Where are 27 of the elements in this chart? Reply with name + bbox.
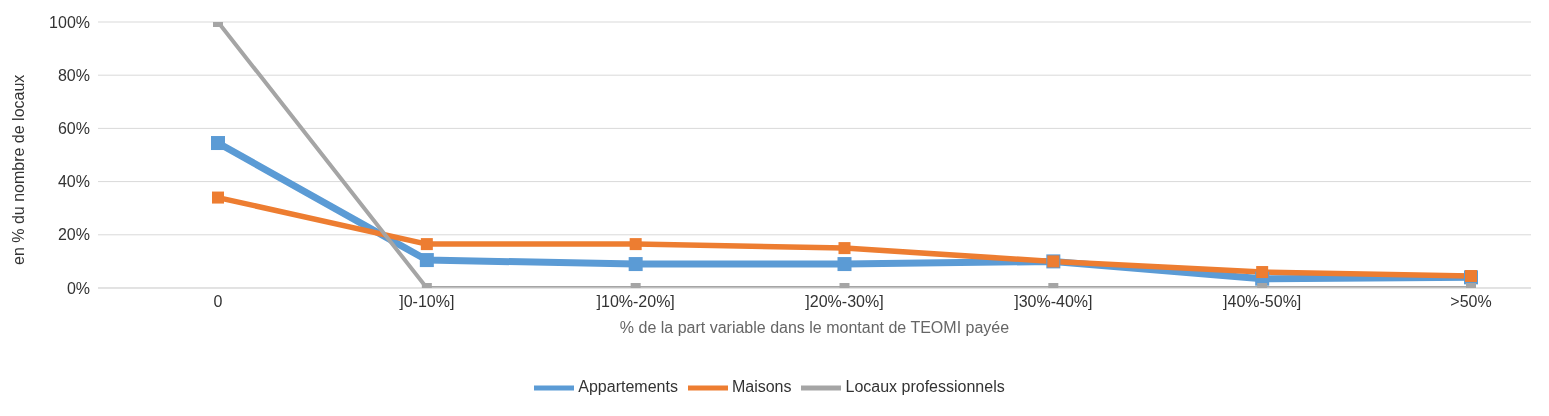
x-tick-label: ]0-10%] — [399, 293, 455, 311]
point — [838, 242, 851, 255]
point — [837, 257, 852, 272]
y-tick-label: 0% — [66, 279, 90, 297]
x-tick-label: ]10%-20%] — [596, 293, 675, 311]
point — [628, 257, 643, 272]
legend-label: Appartements — [578, 378, 678, 396]
x-tick-label: ]20%-30%] — [805, 293, 884, 311]
y-tick-label: 100% — [49, 13, 90, 31]
y-tick-label: 20% — [57, 226, 90, 244]
y-tick-label: 40% — [57, 173, 90, 191]
x-tick-label: >50% — [1450, 293, 1492, 311]
point — [420, 238, 433, 251]
legend-label: Maisons — [731, 378, 792, 396]
point — [419, 253, 434, 268]
x-axis-title: % de la part variable dans le montant de TEOMI payée — [619, 319, 1010, 337]
point — [1256, 266, 1269, 279]
y-tick-label: 60% — [57, 120, 90, 138]
point — [211, 136, 225, 151]
point — [629, 238, 642, 251]
x-tick-label: 0 — [213, 293, 223, 311]
point — [212, 191, 224, 204]
x-tick-label: ]30%-40%] — [1014, 293, 1093, 311]
y-tick-label: 80% — [57, 66, 90, 84]
x-tick-label: ]40%-50%] — [1223, 293, 1302, 311]
legend-label: Locaux professionnels — [845, 378, 1005, 396]
y-axis-title: en % du nombre de locaux — [9, 74, 27, 265]
